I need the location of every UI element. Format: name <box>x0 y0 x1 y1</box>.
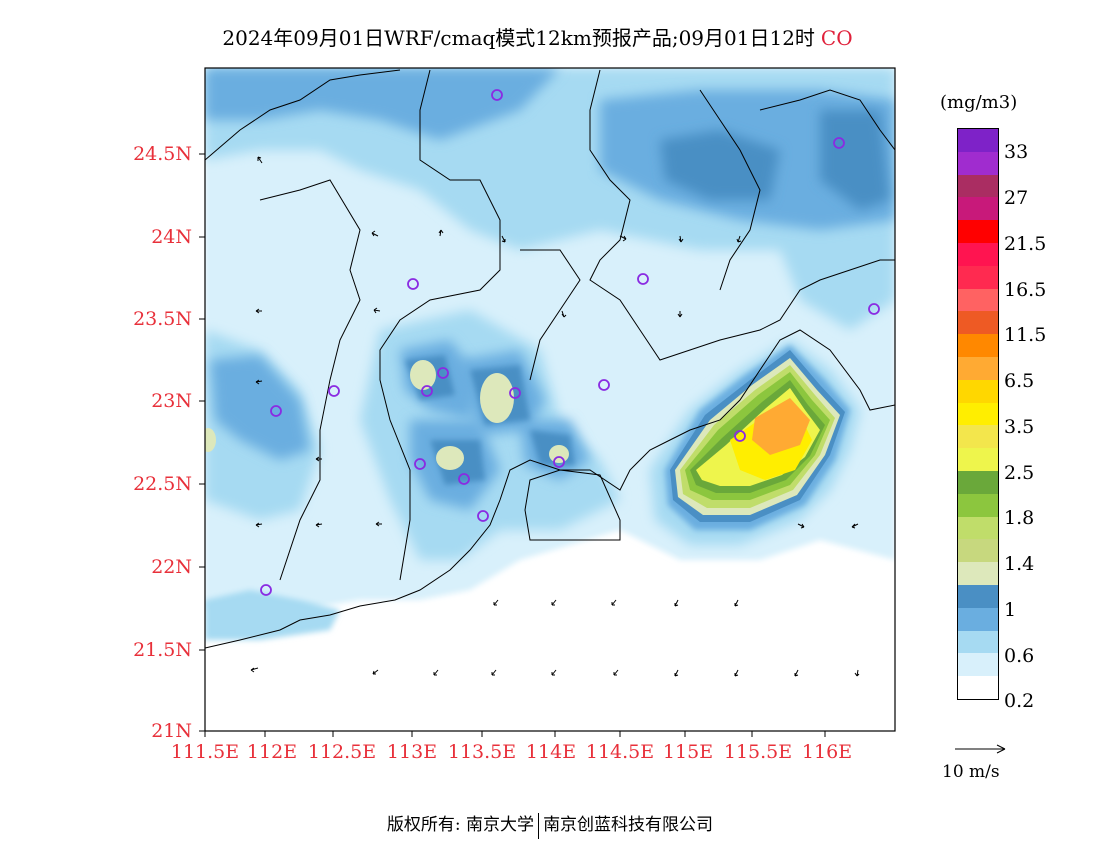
station-marker <box>509 387 521 399</box>
x-tick-label: 115.5E <box>723 741 793 763</box>
wind-vectors <box>250 156 860 677</box>
y-tick-label: 21N <box>151 720 192 742</box>
colorbar-swatch <box>958 265 998 289</box>
title-text: 2024年09月01日WRF/cmaq模式12km预报产品;09月01日12时 <box>222 26 815 50</box>
station-marker <box>414 458 426 470</box>
colorbar-label: 2.5 <box>1004 462 1035 484</box>
colorbar-swatch <box>958 562 998 585</box>
reference-vector-arrow <box>955 744 1006 754</box>
colorbar-label: 6.5 <box>1004 370 1035 392</box>
y-tick-label: 22N <box>151 556 192 578</box>
station-marker <box>260 584 272 596</box>
colorbar-swatch <box>958 174 998 198</box>
colorbar-swatch <box>958 607 998 631</box>
x-tick-label: 113E <box>386 741 438 763</box>
x-tick-label: 115E <box>662 741 714 763</box>
station-marker <box>491 89 503 101</box>
colorbar-label: 0.2 <box>1004 690 1035 712</box>
colorbar-label: 1 <box>1004 599 1017 621</box>
x-tick-label: 116E <box>801 741 853 763</box>
colorbar-label: 27 <box>1004 187 1029 209</box>
colorbar-label: 3.5 <box>1004 416 1035 438</box>
colorbar-label: 1.8 <box>1004 507 1035 529</box>
colorbar-swatch <box>958 129 998 152</box>
station-marker <box>458 473 470 485</box>
colorbar <box>957 128 999 700</box>
colorbar-swatch <box>958 334 998 357</box>
x-tick-label: 113.5E <box>447 741 517 763</box>
station-marker <box>477 510 489 522</box>
colorbar-swatch <box>958 516 998 540</box>
colorbar-swatch <box>958 311 998 335</box>
copyright-company: 南京创蓝科技有限公司 <box>543 815 714 835</box>
y-tick-label: 23N <box>151 390 192 412</box>
boundary-lines <box>205 69 895 649</box>
colorbar-swatch <box>958 220 998 243</box>
station-marker <box>421 385 433 397</box>
station-marker <box>270 405 282 417</box>
colorbar-swatch <box>958 539 998 563</box>
station-markers <box>260 89 880 596</box>
colorbar-swatch <box>958 448 998 471</box>
colorbar-swatch <box>958 356 998 380</box>
x-tick-label: 112E <box>246 741 298 763</box>
x-tick-label: 111.5E <box>170 741 240 763</box>
x-tick-label: 112.5E <box>307 741 377 763</box>
station-marker <box>868 303 880 315</box>
station-marker <box>407 278 419 290</box>
station-marker <box>734 430 746 442</box>
colorbar-label: 11.5 <box>1004 324 1047 346</box>
copyright: 版权所有: 南京大学 南京创蓝科技有限公司 <box>0 810 1100 839</box>
station-marker <box>598 379 610 391</box>
station-marker <box>553 456 565 468</box>
station-marker <box>637 273 649 285</box>
x-tick-label: 114E <box>525 741 577 763</box>
map-frame <box>204 67 896 732</box>
x-tick-label: 114.5E <box>585 741 655 763</box>
colorbar-swatch <box>958 584 998 608</box>
colorbar-label: 21.5 <box>1004 233 1047 255</box>
y-tick-label: 24.5N <box>133 143 192 165</box>
colorbar-unit: (mg/m3) <box>940 92 1018 113</box>
colorbar-swatch <box>958 630 998 654</box>
colorbar-swatch <box>958 242 998 266</box>
reference-vector-label: 10 m/s <box>942 762 1000 782</box>
copyright-owner: 版权所有: 南京大学 <box>386 815 535 835</box>
colorbar-label: 1.4 <box>1004 553 1035 575</box>
colorbar-swatch <box>958 288 998 312</box>
colorbar-swatch <box>958 653 998 677</box>
colorbar-swatch <box>958 470 998 494</box>
colorbar-label: 33 <box>1004 141 1029 163</box>
colorbar-label: 16.5 <box>1004 279 1047 301</box>
station-marker <box>833 137 845 149</box>
station-marker <box>328 385 340 397</box>
colorbar-swatch <box>958 197 998 221</box>
colorbar-label: 0.6 <box>1004 645 1035 667</box>
colorbar-swatch <box>958 379 998 403</box>
y-tick-label: 23.5N <box>133 308 192 330</box>
colorbar-swatch <box>958 425 998 449</box>
station-marker <box>437 367 449 379</box>
colorbar-swatch <box>958 676 998 699</box>
y-tick-label: 21.5N <box>133 639 192 661</box>
colorbar-swatch <box>958 151 998 175</box>
colorbar-swatch <box>958 493 998 517</box>
y-tick-label: 22.5N <box>133 473 192 495</box>
y-tick-label: 24N <box>151 226 192 248</box>
tick-marks <box>199 153 826 737</box>
colorbar-swatch <box>958 402 998 426</box>
map-title: 2024年09月01日WRF/cmaq模式12km预报产品;09月01日12时 C… <box>0 22 1075 51</box>
species-label: CO <box>820 26 853 50</box>
concentration-field <box>205 68 895 731</box>
